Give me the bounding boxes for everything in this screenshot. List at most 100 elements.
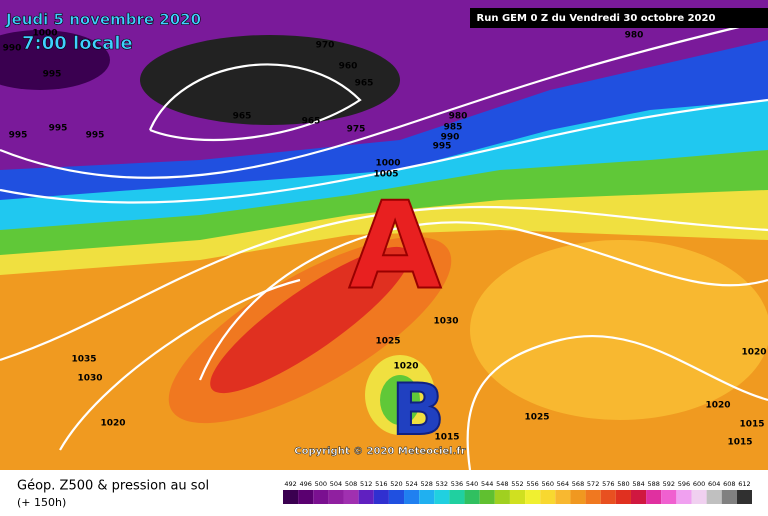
copyright: Copyright © 2020 Meteociel.fr	[294, 446, 465, 457]
zone	[210, 246, 410, 394]
isobar-label: 1030	[77, 374, 102, 384]
isobar-label: 960	[339, 62, 358, 72]
isobar	[0, 98, 768, 204]
scale-swatch	[313, 490, 329, 504]
zone	[140, 35, 400, 125]
date: Jeudi 5 novembre 2020	[5, 11, 201, 29]
scale-swatch	[343, 490, 359, 504]
isobar-label: 1030	[433, 317, 458, 327]
isobar-label: 1015	[727, 438, 752, 448]
scale-label: 564	[557, 480, 569, 488]
isobar-label: 1020	[393, 362, 418, 372]
scale-label: 496	[299, 480, 311, 488]
zone	[0, 30, 110, 90]
scale-label: 568	[572, 480, 584, 488]
run-info: Run GEM 0 Z du Vendredi 30 octobre 2020	[477, 13, 716, 24]
scale-swatch	[721, 490, 737, 504]
scale-label: 588	[647, 480, 659, 488]
scale-swatch	[464, 490, 480, 504]
isobar-label: 1000	[375, 159, 400, 169]
isobar-label: 1025	[375, 337, 400, 347]
zone	[470, 240, 768, 420]
isobar-label: 1005	[373, 170, 398, 180]
scale-label: 508	[345, 480, 357, 488]
scale-swatch	[419, 490, 435, 504]
zone	[380, 375, 420, 425]
isobar	[466, 334, 768, 471]
scale-swatch	[600, 490, 616, 504]
scale-label: 604	[708, 480, 720, 488]
scale-swatch	[691, 490, 707, 504]
isobar-label: 995	[9, 131, 28, 141]
scale-label: 560	[542, 480, 554, 488]
scale-label: 520	[390, 480, 402, 488]
isobar-label: 975	[347, 125, 366, 135]
time: 7:00 locale	[22, 33, 133, 54]
isobar-label: 990	[3, 44, 22, 54]
scale-label: 524	[405, 480, 417, 488]
isobar-label: 985	[444, 123, 463, 133]
scale-swatch	[585, 490, 601, 504]
scale-label: 540	[466, 480, 478, 488]
isobar-label: 995	[433, 142, 452, 152]
scale-swatch	[676, 490, 692, 504]
scale-swatch	[479, 490, 495, 504]
scale-swatch	[525, 490, 541, 504]
isobar	[59, 278, 301, 451]
legend-title: Géop. Z500 & pression au sol	[17, 479, 209, 494]
scale-swatch	[388, 490, 405, 504]
isobar-label: 1015	[434, 433, 459, 443]
scale-swatch	[615, 490, 631, 504]
scale-label: 532	[436, 480, 448, 488]
scale-swatch	[646, 490, 662, 504]
scale-swatch	[298, 490, 314, 504]
scale-swatch	[706, 490, 722, 504]
scale-label: 500	[315, 480, 327, 488]
isobar-label: 1025	[524, 413, 549, 423]
isobar-label: 980	[625, 31, 644, 41]
scale-label: 528	[421, 480, 433, 488]
scale-swatch	[570, 490, 586, 504]
scale-swatch	[358, 490, 374, 504]
isobar-label: 980	[449, 112, 468, 122]
scale-label: 512	[360, 480, 372, 488]
scale-label: 596	[678, 480, 690, 488]
isobar-label: 995	[86, 131, 105, 141]
scale-label: 600	[693, 480, 705, 488]
scale-label: 608	[723, 480, 735, 488]
scale-label: 612	[738, 480, 750, 488]
isobar-label: 995	[49, 124, 68, 134]
scale-label: 548	[496, 480, 508, 488]
isobar-label: 1020	[705, 401, 730, 411]
scale-swatch	[373, 490, 389, 504]
isobar-label: 965	[302, 117, 321, 127]
scale-label: 544	[481, 480, 493, 488]
scale-label: 572	[587, 480, 599, 488]
isobar-label: 1000	[32, 29, 57, 39]
scale-label: 580	[617, 480, 629, 488]
isobar	[148, 63, 362, 142]
scale-swatch	[434, 490, 450, 504]
isobar-label: 995	[43, 70, 62, 80]
scale-swatch	[283, 490, 299, 504]
isobar-label: 1020	[741, 348, 766, 358]
isobar	[0, 18, 768, 179]
scale-label: 504	[330, 480, 342, 488]
isobar-label: 990	[441, 133, 460, 143]
isobar-label: 970	[316, 41, 335, 51]
isobar-label: 1020	[100, 419, 125, 429]
scale-label: 592	[663, 480, 675, 488]
scale-swatch	[328, 490, 344, 504]
isobar-label: 965	[355, 79, 374, 89]
legend-subtitle: (+ 150h)	[17, 496, 66, 509]
high-pressure: A	[349, 178, 442, 317]
scale-swatch	[736, 490, 752, 504]
scale-label: 492	[284, 480, 296, 488]
scale-swatch	[494, 490, 510, 504]
scale-label: 516	[375, 480, 387, 488]
scale-label: 552	[511, 480, 523, 488]
scale-swatch	[540, 490, 556, 504]
scale-label: 556	[526, 480, 538, 488]
